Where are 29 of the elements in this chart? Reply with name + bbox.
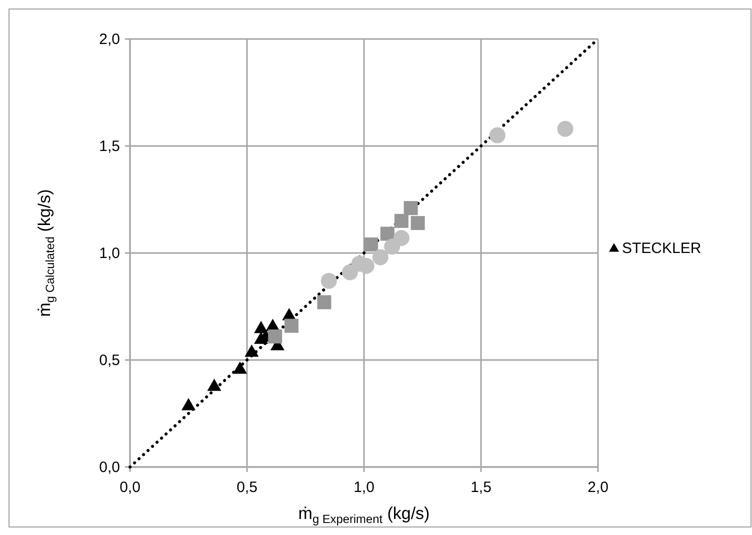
x-tick-label: 1,5 (470, 479, 492, 496)
y-tick-label: 0,0 (99, 459, 120, 476)
x-axis-title: ṁ$_{g Experiment}$ (kg/s) (298, 504, 430, 526)
point (182, 398, 196, 410)
point (317, 295, 332, 310)
point (404, 201, 418, 216)
legend-label: STECKLER (622, 240, 702, 257)
point (557, 120, 574, 137)
point (394, 214, 408, 228)
y-tick-label: 2,0 (99, 31, 120, 48)
x-tick-label: 2,0 (588, 479, 608, 496)
y-tick-label: 0,5 (99, 352, 120, 369)
point (284, 318, 298, 333)
point (372, 249, 388, 266)
x-tick-label: 1,0 (354, 479, 374, 496)
point (489, 127, 506, 144)
point (244, 344, 259, 357)
point (364, 237, 378, 252)
point (393, 230, 410, 246)
point (410, 216, 425, 230)
y-tick-label: 1,0 (99, 245, 120, 262)
x-tick-label: 0,0 (120, 479, 140, 496)
y-tick-label: 1,5 (99, 138, 120, 155)
point (268, 329, 282, 344)
x-tick-label: 0,5 (236, 479, 258, 496)
point (207, 378, 222, 391)
point (320, 272, 337, 289)
point (232, 362, 247, 374)
point (380, 226, 394, 241)
